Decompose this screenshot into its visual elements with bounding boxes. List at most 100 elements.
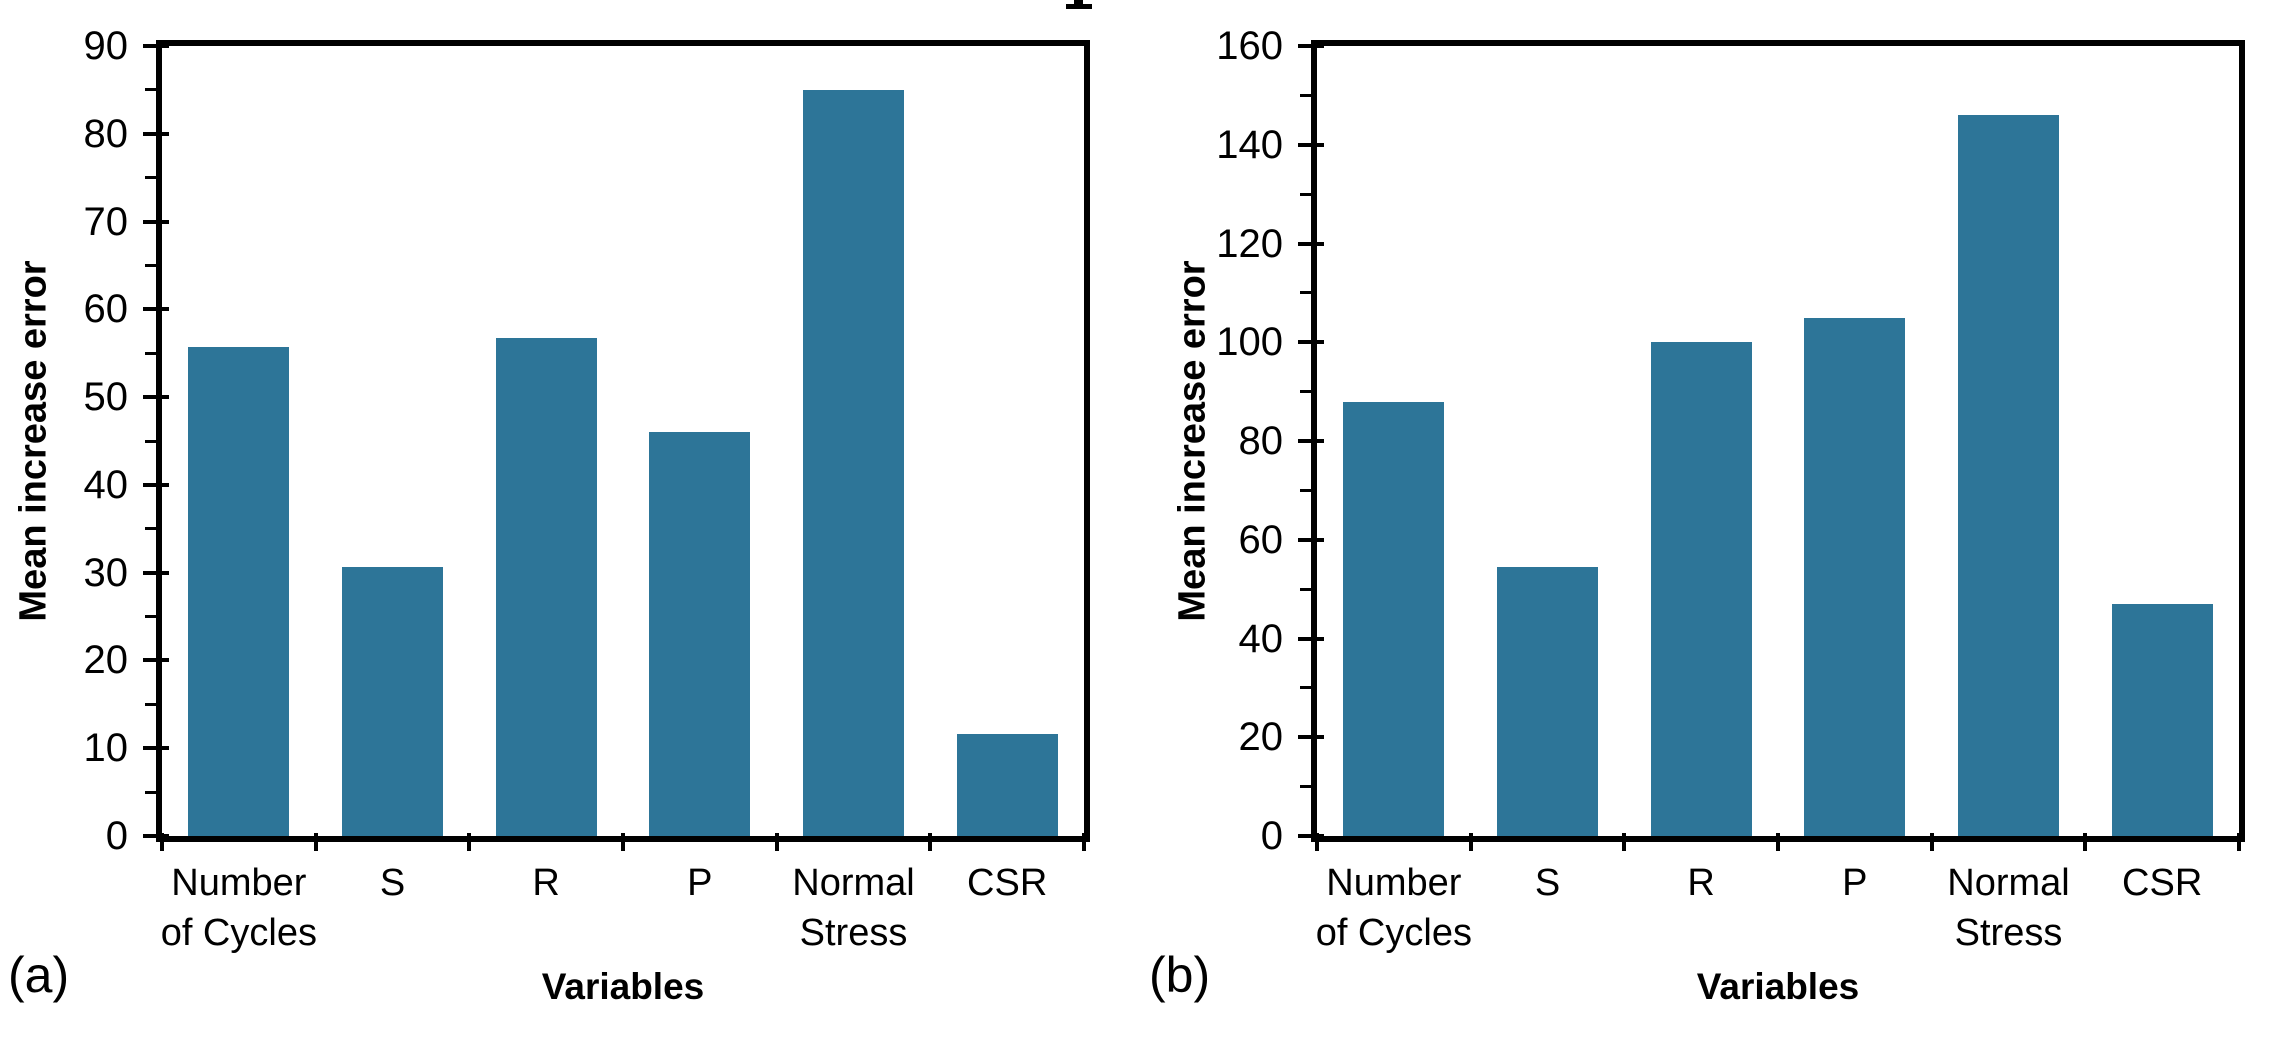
x-axis-title: Variables [1696, 966, 1860, 1007]
bar-s [1497, 566, 1598, 836]
x-category-label-csr: CSR [897, 858, 1117, 908]
bar-number-of-cycles [188, 347, 290, 836]
x-category-label-line: Number [171, 862, 307, 904]
panel-b: Mean increase error Variables (b) 0 20 40 6… [1137, 0, 2273, 1048]
cropped-title-fragment-stem [1074, 0, 1083, 4]
x-category-label-r: R [1591, 858, 1811, 908]
y-major-tick-90 [143, 44, 169, 48]
x-boundary-tick-3 [1776, 833, 1780, 851]
y-minor-tick-30 [1300, 686, 1317, 690]
x-boundary-tick-0 [160, 833, 164, 851]
x-boundary-tick-4 [1929, 833, 1934, 851]
y-minor-tick-55 [145, 351, 162, 355]
x-category-label-line: Stress [799, 912, 908, 954]
y-minor-tick-25 [145, 615, 162, 619]
y-tick-label-100: 100 [1216, 320, 1283, 365]
bar-csr [2111, 603, 2213, 836]
y-minor-tick-35 [145, 527, 162, 531]
x-category-label-line: P [1842, 862, 1868, 904]
x-category-label-line: of Cycles [160, 912, 317, 954]
y-tick-label-120: 120 [1216, 221, 1283, 266]
y-minor-tick-10 [1300, 785, 1317, 789]
y-tick-label-80: 80 [83, 111, 129, 156]
y-tick-label-50: 50 [83, 375, 129, 420]
x-axis-title: Variables [541, 966, 705, 1007]
y-major-tick-0 [143, 834, 169, 838]
x-category-label-line: Number [1326, 862, 1462, 904]
y-minor-tick-50 [1300, 587, 1317, 591]
x-boundary-tick-5 [928, 833, 933, 851]
x-category-label-line: R [532, 862, 560, 904]
y-major-tick-70 [143, 219, 169, 224]
y-major-tick-20 [143, 658, 169, 663]
y-major-tick-40 [143, 482, 169, 487]
y-tick-label-0: 0 [105, 814, 128, 858]
x-category-label-line: Normal [1947, 862, 2070, 904]
y-minor-tick-5 [145, 790, 162, 794]
bar-r [1650, 342, 1752, 836]
y-major-tick-10 [143, 746, 169, 751]
x-category-label-number-of-cycles: Number of Cycles [1284, 858, 1504, 958]
y-minor-tick-110 [1300, 291, 1317, 295]
x-category-label-line: S [379, 862, 406, 904]
x-category-label-line: Stress [1954, 912, 2063, 954]
x-boundary-tick-3 [621, 833, 625, 851]
y-tick-label-70: 70 [83, 199, 129, 244]
cropped-title-fragment-foot [1066, 4, 1092, 9]
bar-p [1804, 317, 1906, 836]
x-boundary-tick-4 [774, 833, 779, 851]
bar-normal-stress [1958, 115, 2059, 836]
bar-s [342, 567, 443, 836]
x-category-label-number-of-cycles: Number of Cycles [129, 858, 349, 958]
y-major-tick-140 [1298, 142, 1324, 147]
x-boundary-tick-1 [1468, 833, 1473, 851]
x-category-label-csr: CSR [2052, 858, 2272, 908]
y-major-tick-0 [1298, 834, 1324, 838]
bar-p [649, 432, 751, 836]
bar-r [495, 338, 597, 836]
x-category-label-line: Normal [792, 862, 915, 904]
y-tick-label-30: 30 [83, 550, 129, 595]
y-major-tick-120 [1298, 241, 1324, 246]
y-major-tick-80 [143, 131, 169, 136]
y-tick-label-60: 60 [83, 287, 129, 332]
x-category-label-line: CSR [967, 862, 1048, 904]
x-category-label-p: P [590, 858, 810, 908]
plot-area-a [143, 40, 1090, 851]
x-category-label-normal-stress: Normal Stress [744, 858, 964, 958]
y-tick-label-90: 90 [83, 24, 129, 68]
y-tick-label-80: 80 [1238, 419, 1284, 463]
y-major-tick-40 [1298, 636, 1324, 641]
panel-label-a: (a) [8, 947, 70, 1003]
y-tick-label-60: 60 [1238, 517, 1284, 562]
panel-label-b: (b) [1149, 947, 1211, 1003]
x-category-label-s: S [1438, 858, 1658, 908]
x-boundary-tick-2 [1622, 833, 1627, 851]
y-minor-tick-15 [145, 702, 162, 706]
x-category-label-normal-stress: Normal Stress [1899, 858, 2119, 958]
y-minor-tick-130 [1300, 192, 1317, 196]
y-major-tick-20 [1298, 735, 1324, 740]
x-boundary-tick-2 [467, 833, 472, 851]
y-minor-tick-90 [1300, 390, 1317, 394]
x-category-label-line: of Cycles [1315, 912, 1472, 954]
y-major-tick-80 [1298, 439, 1324, 443]
plot-area-b [1298, 40, 2245, 851]
x-category-label-line: CSR [2122, 862, 2203, 904]
y-tick-label-10: 10 [83, 726, 129, 771]
x-category-label-r: R [436, 858, 656, 908]
y-tick-label-40: 40 [83, 462, 129, 507]
bar-csr [956, 734, 1058, 836]
y-tick-label-140: 140 [1216, 122, 1283, 167]
x-category-label-line: P [687, 862, 713, 904]
y-tick-label-40: 40 [1238, 616, 1284, 661]
y-tick-label-20: 20 [83, 638, 129, 683]
bar-number-of-cycles [1343, 401, 1445, 836]
y-major-tick-60 [1298, 537, 1324, 542]
y-major-tick-50 [143, 395, 169, 400]
y-minor-tick-65 [145, 263, 162, 267]
y-minor-tick-75 [145, 176, 162, 180]
x-boundary-tick-0 [1315, 833, 1319, 851]
bar-normal-stress [803, 89, 904, 836]
